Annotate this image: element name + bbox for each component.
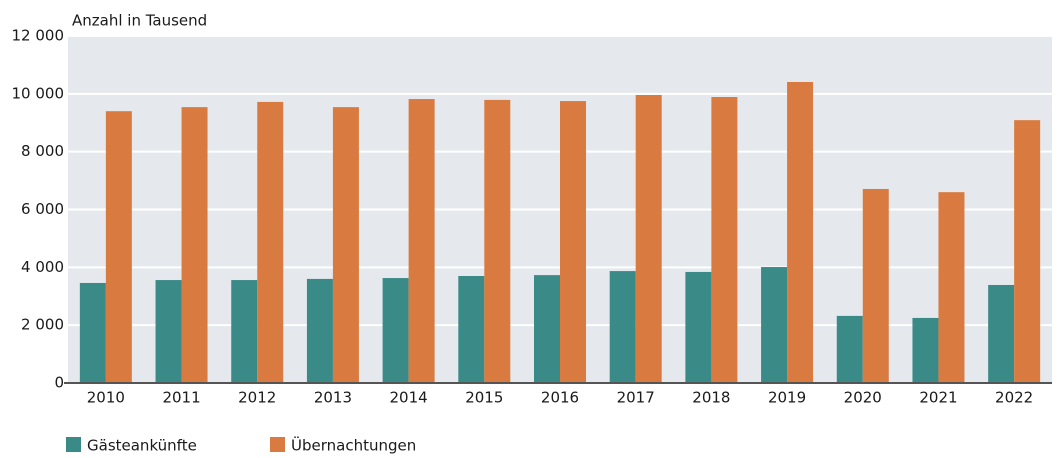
bar [609,271,636,383]
x-tick-label: 2021 [919,389,957,407]
bar [155,280,182,383]
legend-swatch [66,437,81,452]
x-tick-label: 2012 [238,389,276,407]
x-tick-label: 2013 [314,389,352,407]
bar [105,111,132,383]
bar [484,99,511,384]
bar [306,278,333,383]
bar [257,101,284,384]
x-tick-label: 2017 [617,389,655,407]
bar [79,282,106,383]
legend-swatch [270,437,285,452]
bar [1014,120,1041,384]
y-tick-label: 10 000 [12,84,65,102]
legend-label: Übernachtungen [291,436,416,455]
x-tick-label: 2020 [844,389,882,407]
bar [836,315,863,383]
bar [231,280,258,383]
bar [534,275,560,383]
y-tick-label: 8 000 [21,142,64,160]
bar [181,107,208,383]
bar [408,99,435,383]
bar [685,271,712,383]
y-axis-label: Anzahl in Tausend [72,12,207,30]
x-tick-label: 2010 [87,389,125,407]
bar [787,81,814,383]
bar [938,192,965,383]
bar [711,97,738,384]
bar [988,284,1015,383]
x-tick-label: 2018 [692,389,730,407]
bar [862,188,889,383]
bar [382,278,409,383]
x-tick-label: 2022 [995,389,1033,407]
bar [458,276,485,383]
x-tick-label: 2014 [390,389,428,407]
y-tick-label: 0 [54,374,64,392]
bar [332,107,359,383]
y-tick-label: 4 000 [21,258,64,276]
bar [912,317,939,383]
x-tick-label: 2016 [541,389,579,407]
bar [761,267,788,383]
bar [560,101,586,383]
y-tick-label: 2 000 [21,316,64,334]
y-tick-label: 12 000 [12,27,65,45]
legend-label: Gästeankünfte [87,437,197,455]
x-tick-label: 2019 [768,389,806,407]
x-tick-label: 2011 [162,389,200,407]
x-tick-label: 2015 [465,389,503,407]
bar [635,94,662,384]
y-tick-label: 6 000 [21,200,64,218]
